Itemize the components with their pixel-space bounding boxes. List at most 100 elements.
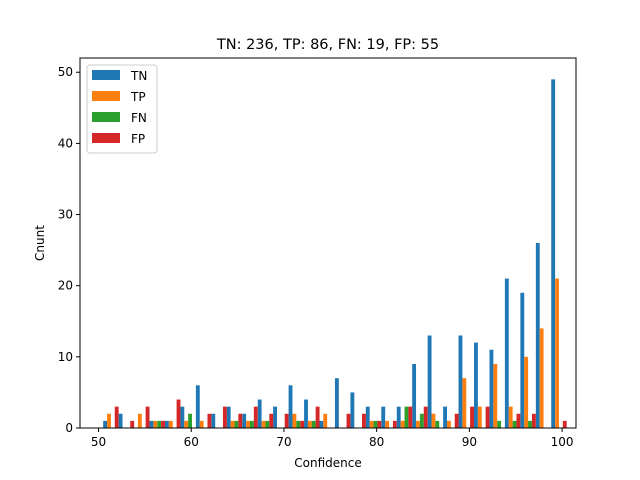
bar-fn xyxy=(528,420,532,428)
bar-tp xyxy=(416,420,420,428)
plot-frame xyxy=(79,57,577,429)
y-tick-label: 0 xyxy=(65,421,73,435)
bar-tn xyxy=(365,406,370,428)
bar-fp xyxy=(485,406,490,428)
bar-fp xyxy=(161,420,165,428)
bar-fp xyxy=(315,406,320,428)
bar-fn xyxy=(373,420,378,428)
y-tick-label: 30 xyxy=(58,208,73,222)
bar-tp xyxy=(184,420,189,428)
bar-tn xyxy=(257,399,262,428)
bar-tp xyxy=(323,413,328,428)
bar-tn xyxy=(412,363,417,428)
bar-fn xyxy=(497,420,502,428)
bar-tn xyxy=(443,406,448,428)
bar-tn xyxy=(149,420,154,428)
bar-tn xyxy=(242,413,247,428)
x-axis-label: Confidence xyxy=(294,456,361,470)
bar-tn xyxy=(304,399,308,428)
bar-fp xyxy=(470,406,474,428)
y-tick-label: 40 xyxy=(58,136,73,150)
bar-fp xyxy=(300,420,305,428)
legend-swatch-tp xyxy=(92,91,120,101)
bars-group xyxy=(103,79,567,428)
legend-box xyxy=(86,64,158,154)
bar-fp xyxy=(531,413,536,428)
bar-tn xyxy=(381,406,386,428)
bar-tn xyxy=(520,292,525,428)
bar-tp xyxy=(400,420,405,428)
bar-tp xyxy=(168,420,173,428)
bar-tp xyxy=(477,406,482,428)
bar-fn xyxy=(296,420,301,428)
bar-tp xyxy=(431,413,436,428)
bar-tp xyxy=(246,420,250,428)
legend-swatch-tn xyxy=(92,70,120,80)
bar-tp xyxy=(539,328,544,428)
chart-title: TN: 236, TP: 86, FN: 19, FP: 55 xyxy=(216,37,439,53)
bar-fn xyxy=(435,420,440,428)
bar-tp xyxy=(369,420,374,428)
legend-label-tn: TN xyxy=(130,69,147,83)
bar-tn xyxy=(427,335,432,428)
bar-tn xyxy=(180,406,185,428)
x-tick-label: 70 xyxy=(276,435,291,449)
bar-tn xyxy=(474,342,478,428)
legend-swatch-fp xyxy=(92,133,120,143)
bar-tp xyxy=(524,356,529,428)
bar-fn xyxy=(404,406,409,428)
bar-fp xyxy=(253,406,258,428)
bar-tn xyxy=(226,406,231,428)
bar-fp xyxy=(562,420,567,428)
bar-tp xyxy=(153,420,158,428)
bar-tp xyxy=(137,413,142,428)
bar-tp xyxy=(261,420,266,428)
bar-tn xyxy=(458,335,463,428)
bar-fn xyxy=(188,413,192,428)
bar-tn xyxy=(319,420,324,428)
bar-tp xyxy=(462,378,467,428)
legend-swatch-fn xyxy=(92,112,120,122)
bar-fp xyxy=(377,420,382,428)
bar-tp xyxy=(555,278,559,428)
bar-tn xyxy=(334,378,339,428)
bar-tp xyxy=(292,413,297,428)
bar-tp xyxy=(307,420,312,428)
legend-label-fp: FP xyxy=(131,132,145,146)
bar-fn xyxy=(419,413,424,428)
bar-fp xyxy=(130,420,135,428)
bar-tn xyxy=(551,79,556,428)
bar-fp xyxy=(284,413,289,428)
bar-fp xyxy=(176,399,181,428)
bar-fp xyxy=(114,406,119,428)
bar-tp xyxy=(230,420,235,428)
bar-fp xyxy=(346,413,351,428)
bar-fp xyxy=(222,406,227,428)
x-tick-label: 100 xyxy=(551,435,574,449)
bar-tn xyxy=(504,278,509,428)
bar-tp xyxy=(385,420,390,428)
bar-fn xyxy=(512,420,517,428)
bar-tn xyxy=(211,413,216,428)
bar-tn xyxy=(103,420,108,428)
bar-fp xyxy=(238,413,243,428)
y-axis: 0 10 20 30 40 50 xyxy=(58,65,80,435)
x-tick-label: 60 xyxy=(184,435,199,449)
bar-fp xyxy=(423,406,428,428)
bar-tn xyxy=(273,406,277,428)
bar-fn xyxy=(157,420,162,428)
legend: TN TP FN FP xyxy=(86,64,158,154)
bar-tp xyxy=(493,363,498,428)
bar-tn xyxy=(165,420,169,428)
bar-fp xyxy=(207,413,212,428)
bar-tp xyxy=(447,420,451,428)
bar-fp xyxy=(516,413,521,428)
bar-fn xyxy=(249,420,254,428)
bar-tp xyxy=(199,420,204,428)
y-tick-label: 20 xyxy=(58,279,73,293)
bar-tn xyxy=(288,385,293,428)
bar-tp xyxy=(508,406,513,428)
bar-fp xyxy=(269,413,274,428)
y-axis-label: Cnunt xyxy=(33,225,47,261)
